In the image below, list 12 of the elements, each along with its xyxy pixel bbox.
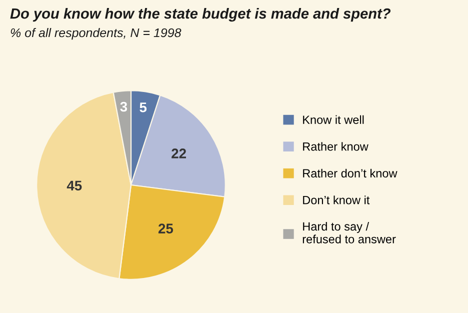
chart-subtitle: % of all respondents, N = 1998 xyxy=(10,28,182,40)
data-label: 25 xyxy=(158,224,174,234)
legend-label: Rather don’t know xyxy=(303,168,398,178)
data-label: 45 xyxy=(66,180,82,191)
legend-label: Hard to say / refused to answer xyxy=(302,222,396,244)
chart-title: Do you know how the state budget is made and spent? xyxy=(10,8,391,22)
legend-label: Rather know xyxy=(303,142,368,151)
data-label: 3 xyxy=(120,102,128,112)
data-label: 5 xyxy=(140,102,147,112)
legend-label: Know it well xyxy=(303,115,364,124)
data-label: 22 xyxy=(172,148,186,158)
legend-label: Don’t know it xyxy=(303,196,370,204)
